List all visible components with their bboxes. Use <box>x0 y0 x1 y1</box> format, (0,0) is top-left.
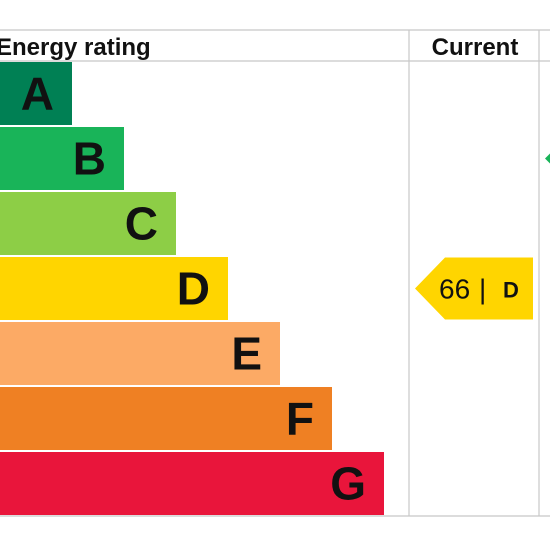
current-band-letter: D <box>503 278 519 303</box>
current-score: 66 <box>439 274 470 305</box>
current-rating-marker: 66 | D <box>415 257 533 320</box>
band-letter-a: A <box>21 68 54 120</box>
potential-rating-arrow <box>545 153 550 164</box>
band-bar-c <box>0 192 176 255</box>
band-letter-g: G <box>330 458 366 510</box>
energy-rating-header: Energy rating <box>0 34 151 61</box>
band-letter-e: E <box>231 328 262 380</box>
band-bar-a <box>0 62 72 125</box>
band-bar-g <box>0 452 384 515</box>
current-header: Current <box>432 34 519 61</box>
band-bar-f <box>0 387 332 450</box>
table-grid <box>0 29 550 517</box>
band-letter-b: B <box>73 133 106 185</box>
band-letter-d: D <box>177 263 210 315</box>
band-letter-c: C <box>125 198 158 250</box>
current-rating-arrow <box>415 257 533 320</box>
band-bar-b <box>0 127 124 190</box>
band-bar-d <box>0 257 228 320</box>
band-letter-f: F <box>286 393 314 445</box>
potential-rating-marker <box>545 153 550 164</box>
band-bar-e <box>0 322 280 385</box>
current-separator: | <box>479 274 486 305</box>
